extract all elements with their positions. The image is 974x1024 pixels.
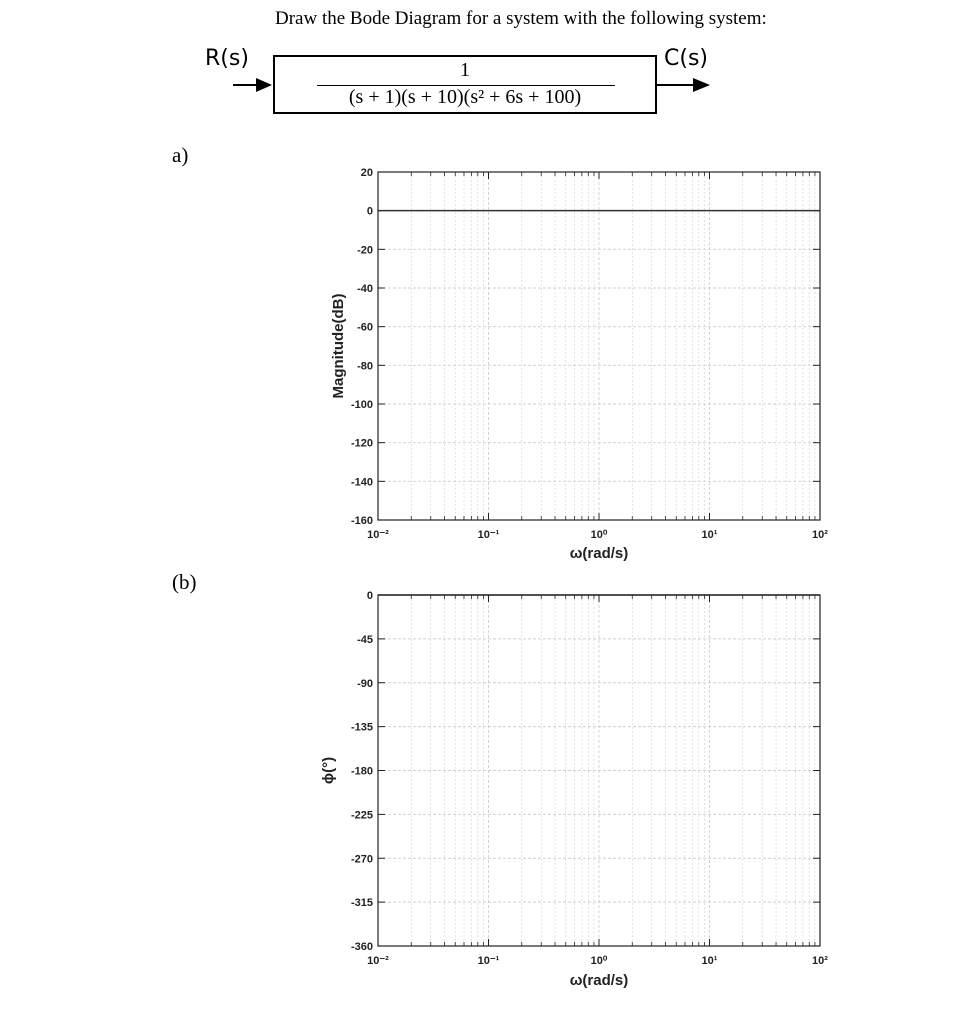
phase-y-tick-label: -225 — [351, 809, 373, 821]
magnitude-x-axis-label: ω(rad/s) — [570, 545, 629, 562]
magnitude-x-tick-label: 10⁻¹ — [478, 529, 500, 541]
phase-x-tick-label: 10⁻² — [367, 955, 389, 967]
transfer-function-block: 1 (s + 1)(s + 10)(s² + 6s + 100) — [273, 55, 657, 114]
phase-x-tick-label: 10⁻¹ — [478, 955, 500, 967]
tf-numerator: 1 — [460, 59, 470, 81]
phase-y-tick-label: -315 — [351, 897, 373, 909]
magnitude-y-tick-label: 0 — [367, 206, 373, 218]
magnitude-plot-frame — [377, 171, 821, 521]
magnitude-x-tick-label: 10¹ — [702, 529, 718, 541]
magnitude-y-tick-label: -100 — [351, 399, 373, 411]
magnitude-y-tick-label: 20 — [361, 167, 373, 179]
magnitude-y-tick-label: -60 — [357, 322, 373, 334]
output-arrowhead — [693, 78, 710, 92]
phase-y-axis-label: ϕ(°) — [320, 757, 337, 784]
phase-y-tick-label: -360 — [351, 941, 373, 953]
magnitude-y-tick-label: -40 — [357, 283, 373, 295]
problem-title: Draw the Bode Diagram for a system with … — [275, 8, 767, 29]
magnitude-y-tick-label: -120 — [351, 438, 373, 450]
magnitude-y-tick-label: -160 — [351, 515, 373, 527]
phase-y-tick-label: 0 — [367, 590, 373, 602]
magnitude-y-axis-label: Magnitude(dB) — [330, 294, 347, 399]
magnitude-x-tick-label: 10⁰ — [591, 529, 608, 541]
phase-y-tick-label: -135 — [351, 722, 373, 734]
tf-fraction-bar — [317, 85, 615, 86]
phase-plot-frame — [377, 594, 821, 947]
magnitude-y-tick-label: -20 — [357, 244, 373, 256]
block-diagram-arrows — [233, 78, 710, 92]
tf-denominator: (s + 1)(s + 10)(s² + 6s + 100) — [348, 86, 582, 108]
magnitude-x-tick-label: 10⁻² — [367, 529, 389, 541]
part-a-label: a) — [172, 143, 189, 167]
phase-x-axis-label: ω(rad/s) — [570, 972, 629, 989]
magnitude-x-tick-label: 10² — [812, 529, 828, 541]
input-signal-label: R(s) — [205, 46, 249, 71]
phase-y-tick-label: -180 — [351, 766, 373, 778]
input-arrowhead — [256, 78, 272, 92]
phase-y-tick-label: -270 — [351, 853, 373, 865]
phase-x-tick-label: 10² — [812, 955, 828, 967]
phase-x-tick-label: 10⁰ — [591, 955, 608, 967]
phase-y-tick-label: -90 — [357, 678, 373, 690]
magnitude-y-tick-label: -140 — [351, 476, 373, 488]
phase-x-tick-label: 10¹ — [702, 955, 718, 967]
phase-y-tick-label: -45 — [357, 634, 373, 646]
magnitude-y-tick-label: -80 — [357, 360, 373, 372]
output-signal-label: C(s) — [664, 46, 708, 71]
part-b-label: (b) — [172, 570, 197, 594]
